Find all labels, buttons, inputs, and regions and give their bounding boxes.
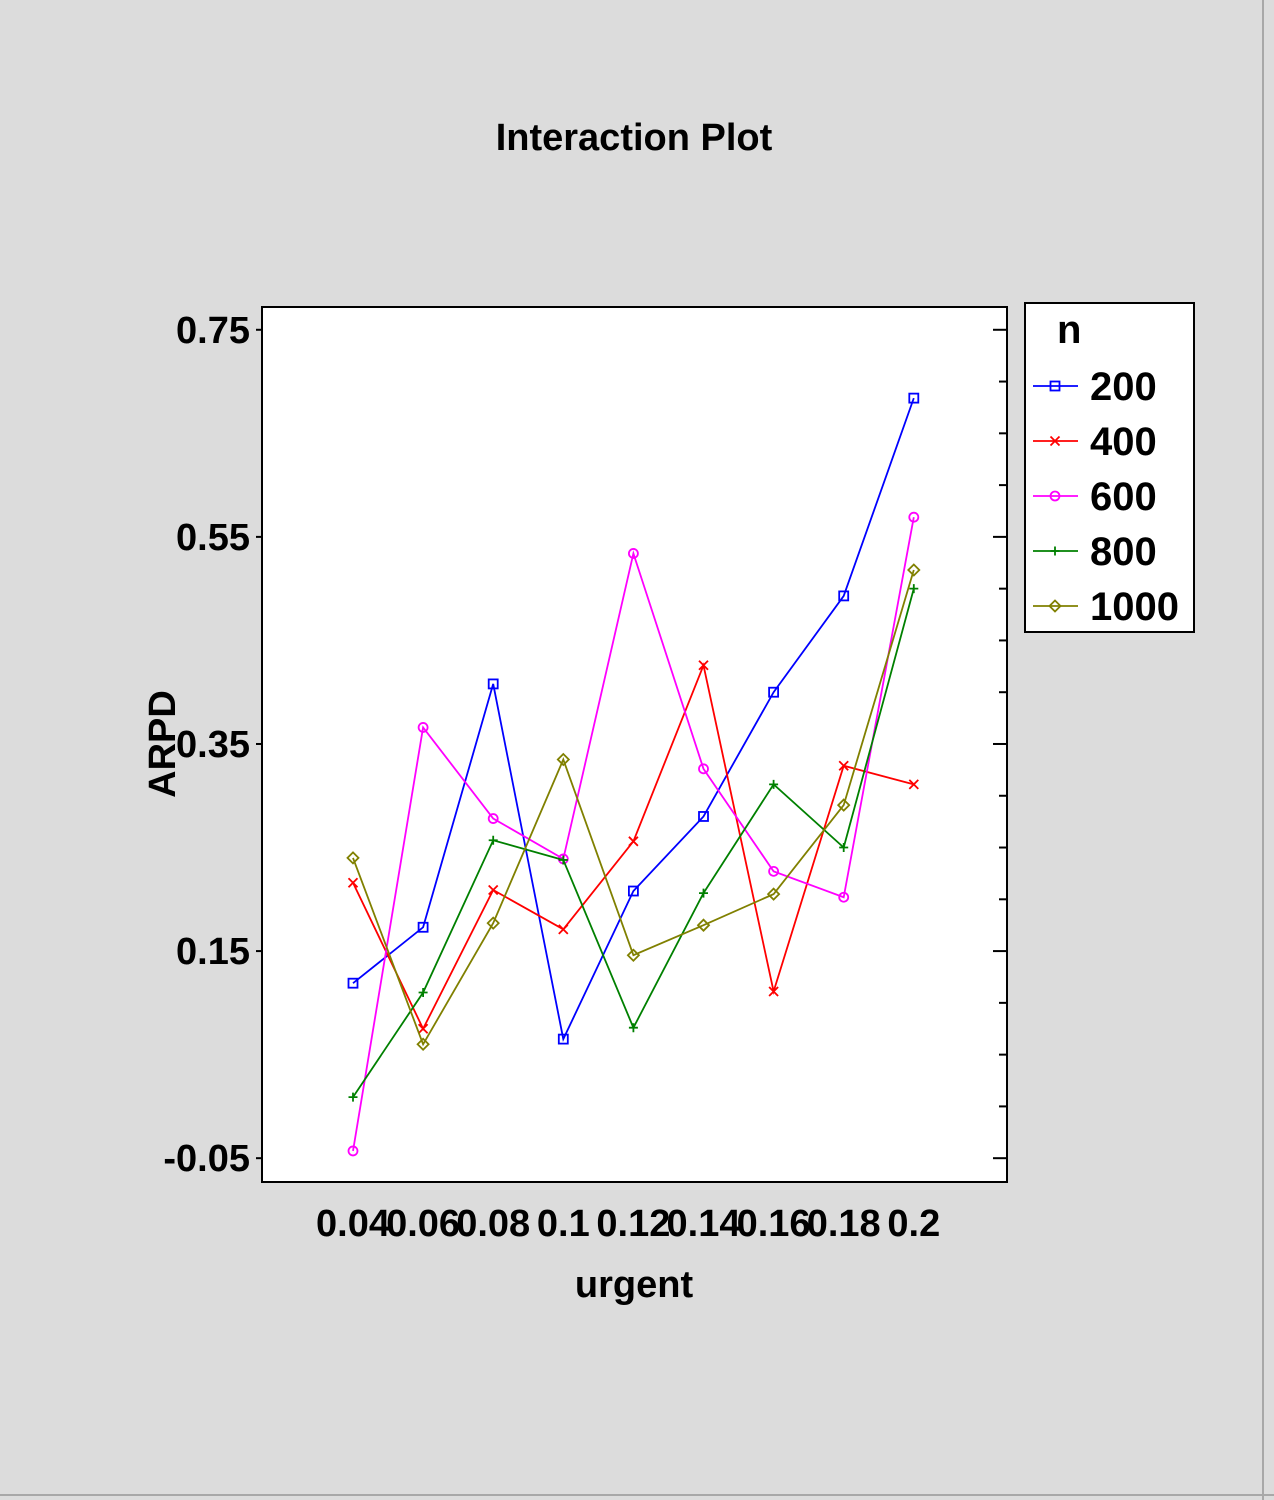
x-tick-label: 0.08: [456, 1203, 530, 1245]
data-point: [558, 924, 569, 935]
data-point: [416, 1037, 430, 1052]
data-point: [1049, 435, 1061, 447]
legend-item-400: 400: [1033, 420, 1157, 464]
x-axis-label: urgent: [575, 1264, 694, 1306]
data-point: [346, 851, 360, 865]
legend-item-800: 800: [1033, 530, 1157, 574]
data-point: [908, 511, 920, 523]
data-point: [768, 686, 779, 698]
legend-box: [1024, 302, 1195, 633]
y-tick-labels: 0.75 0.55 0.35 0.15 -0.05: [163, 310, 262, 1180]
legend-item-200: 200: [1033, 365, 1157, 409]
data-point: [486, 916, 500, 930]
legend-item-1000: 1000: [1033, 585, 1179, 629]
data-point: [348, 1092, 358, 1102]
data-point: [1048, 599, 1062, 613]
series-800: [348, 584, 919, 1102]
data-point: [907, 563, 921, 577]
legend-label: 400: [1090, 420, 1157, 464]
legend-label: 200: [1090, 365, 1157, 409]
data-point: [768, 865, 779, 877]
data-point: [557, 1033, 569, 1045]
data-point: [628, 885, 639, 897]
data-point: [838, 760, 849, 771]
data-point: [628, 1023, 638, 1033]
data-point: [558, 855, 568, 865]
x-tick-label: 0.14: [667, 1203, 741, 1245]
y-tick-label: 0.35: [176, 724, 250, 766]
legend: n 200 400 600 800 1000: [1024, 302, 1195, 633]
data-point: [1049, 490, 1061, 502]
legend-label: 600: [1090, 475, 1157, 519]
series-line: [352, 397, 915, 1042]
data-point: [487, 813, 499, 824]
data-point: [347, 877, 359, 888]
data-point: [347, 977, 359, 989]
data-point: [698, 660, 709, 671]
data-point: [698, 763, 709, 775]
chart-title: Interaction Plot: [496, 117, 773, 159]
data-point: [417, 921, 429, 933]
data-point: [766, 887, 781, 901]
data-point: [417, 722, 429, 733]
data-point: [628, 836, 639, 847]
legend-label: 800: [1090, 530, 1157, 574]
data-point: [699, 888, 708, 898]
series-line: [352, 517, 915, 1152]
data-point: [908, 392, 920, 404]
data-point: [347, 1145, 359, 1157]
data-point: [1049, 380, 1061, 392]
y-tick-label: 0.55: [176, 517, 250, 559]
series-400: [347, 660, 919, 1034]
data-point: [768, 986, 779, 997]
window-right-edge: [1262, 0, 1264, 1500]
x-tick-label: 0.16: [737, 1203, 811, 1245]
legend-items: 200 400 600 800 1000: [1033, 365, 1179, 629]
legend-label: 1000: [1090, 585, 1179, 629]
series-200: [347, 392, 920, 1045]
x-tick-label: 0.18: [807, 1203, 881, 1245]
y-axis-label: ARPD: [142, 690, 184, 798]
data-point: [838, 590, 850, 602]
series-lines: [346, 392, 921, 1157]
x-tick-label: 0.12: [596, 1203, 670, 1245]
data-point: [696, 918, 711, 932]
x-tick-label: 0.06: [386, 1203, 460, 1245]
data-point: [769, 779, 779, 789]
legend-item-600: 600: [1033, 475, 1157, 519]
plot-area: [261, 306, 1008, 1183]
data-point: [417, 1023, 429, 1034]
series-1000: [346, 563, 921, 1052]
data-point: [626, 948, 641, 962]
data-point: [628, 548, 639, 559]
x-tick-label: 0.1: [537, 1203, 590, 1245]
right-tick-marks: [993, 328, 1007, 1160]
x-tick-label: 0.2: [887, 1203, 940, 1245]
x-tick-label: 0.04: [316, 1203, 390, 1245]
data-point: [838, 891, 850, 903]
data-point: [1050, 546, 1060, 556]
x-tick-labels: 0.040.060.08 0.1 0.120.140.160.18 0.2: [316, 1203, 940, 1245]
data-point: [487, 678, 499, 690]
y-tick-label: -0.05: [163, 1138, 250, 1180]
window-bottom-edge: [0, 1494, 1274, 1496]
legend-title: n: [1057, 308, 1081, 352]
series-line: [352, 569, 915, 1047]
data-point: [839, 843, 849, 853]
data-point: [836, 798, 851, 812]
y-tick-label: 0.75: [176, 310, 250, 352]
series-600: [347, 511, 920, 1157]
data-point: [556, 752, 571, 767]
data-point: [909, 584, 919, 594]
data-point: [488, 884, 499, 896]
data-point: [488, 835, 498, 845]
y-tick-label: 0.15: [176, 931, 250, 973]
data-point: [698, 811, 709, 822]
data-point: [418, 988, 428, 998]
data-point: [908, 779, 919, 790]
